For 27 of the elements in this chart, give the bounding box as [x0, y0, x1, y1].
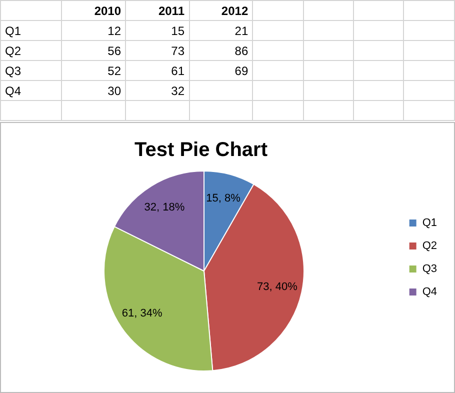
- data-label: 86: [189, 40, 253, 60]
- data-label: 15, 8%: [206, 192, 241, 205]
- series-label: 2010: [62, 0, 126, 20]
- legend-label: Q1: [422, 217, 438, 229]
- data-label: 32, 18%: [144, 201, 185, 214]
- data-label: 69: [189, 60, 253, 80]
- text: 2011: [126, 0, 189, 20]
- chart-title: Test Pie Chart: [134, 139, 268, 161]
- category-label: Q2: [0, 40, 62, 60]
- legend-label: Q4: [422, 286, 438, 298]
- data-label: 32: [126, 80, 189, 100]
- data-label: 56: [62, 40, 126, 60]
- legend-label: 2012: [189, 0, 253, 20]
- data-label: 61, 34%: [122, 307, 162, 320]
- category-label: Q4: [0, 80, 62, 100]
- data-label: 30: [62, 80, 126, 100]
- data-label: 61: [126, 60, 189, 80]
- category-label: Q1: [0, 20, 62, 40]
- data-label: 21: [189, 20, 253, 40]
- data-label: 52: [62, 60, 126, 80]
- data-label: 12: [62, 20, 126, 40]
- category-label: Q3: [0, 60, 62, 80]
- data-label: 15: [126, 20, 189, 40]
- legend-label: Q2: [422, 240, 438, 252]
- data-label: 73, 40%: [257, 281, 298, 294]
- data-label: 73: [126, 40, 189, 60]
- legend-label: Q3: [422, 263, 438, 275]
